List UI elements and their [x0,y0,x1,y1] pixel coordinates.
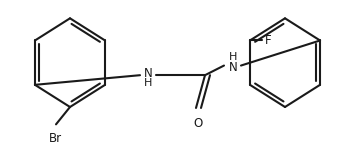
Text: H: H [144,78,152,88]
Text: N: N [229,61,237,74]
Text: Br: Br [48,132,62,145]
Text: N: N [143,67,152,80]
Text: O: O [193,117,203,130]
Text: F: F [265,34,271,47]
Text: H: H [229,52,237,62]
